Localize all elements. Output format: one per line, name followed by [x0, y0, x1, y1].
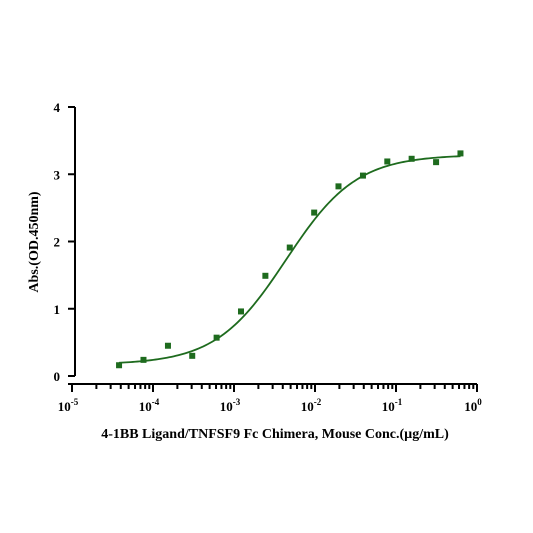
data-point [384, 158, 391, 165]
data-point [408, 155, 415, 162]
x-tick-label: 10-2 [301, 397, 322, 414]
data-point [140, 356, 147, 363]
data-point [262, 272, 269, 279]
y-ticks: 0 1 2 3 4 [54, 100, 75, 384]
y-tick-label: 2 [54, 235, 61, 250]
x-axis: 10-5 10-4 10-3 10-2 10-1 100 [58, 383, 482, 414]
y-tick-label: 0 [54, 369, 61, 384]
y-tick-label: 3 [54, 167, 61, 182]
x-tick-label: 100 [464, 397, 482, 414]
x-tick-label: 10-1 [382, 397, 403, 414]
data-point [164, 342, 171, 349]
data-point [457, 150, 464, 157]
x-ticks: 10-5 10-4 10-3 10-2 10-1 100 [58, 384, 482, 414]
data-point [213, 334, 220, 341]
data-points [116, 150, 464, 369]
data-point [189, 352, 196, 359]
x-axis-title: 4-1BB Ligand/TNFSF9 Fc Chimera, Mouse Co… [101, 427, 449, 442]
x-tick-label: 10-5 [58, 397, 79, 414]
x-tick-label: 10-3 [220, 397, 241, 414]
data-point [311, 209, 318, 216]
y-tick-label: 4 [54, 100, 61, 115]
y-tick-label: 1 [54, 302, 61, 317]
y-axis: 0 1 2 3 4 [54, 100, 76, 384]
data-point [286, 244, 293, 251]
fit-curve [119, 155, 461, 364]
data-point [237, 308, 244, 315]
data-point [359, 172, 366, 179]
data-point [116, 362, 123, 369]
y-axis-title: Abs.(OD.450nm) [27, 191, 42, 292]
data-point [433, 159, 440, 166]
data-point [335, 183, 342, 190]
x-tick-label: 10-4 [139, 397, 160, 414]
